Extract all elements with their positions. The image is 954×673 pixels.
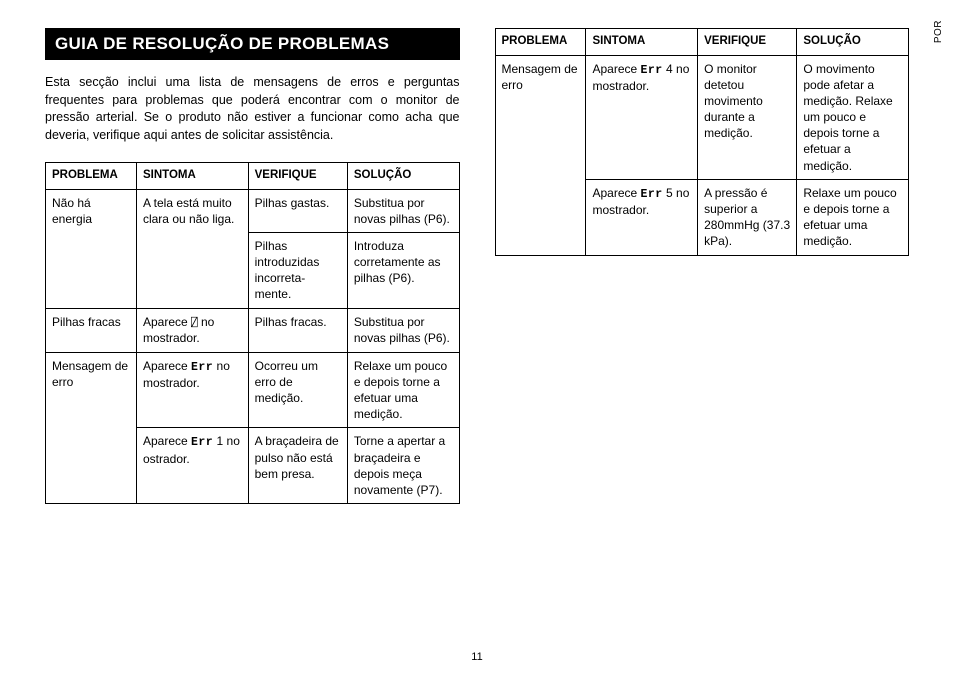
cell-verifique: Pilhas gastas.: [248, 189, 347, 232]
th-sintoma: SINTOMA: [136, 163, 248, 190]
cell-problema: Não há energia: [46, 189, 137, 308]
trouble-table-left: PROBLEMA SINTOMA VERIFIQUE SOLUÇÃO Não h…: [45, 162, 460, 504]
cell-sintoma: Aparece Err 5 no mostrador.: [586, 179, 698, 255]
cell-verifique: Pilhas fracas.: [248, 308, 347, 352]
table-header-row: PROBLEMA SINTOMA VERIFIQUE SOLUÇÃO: [495, 29, 909, 56]
cell-verifique: Ocorreu um erro de medição.: [248, 352, 347, 428]
right-column: PROBLEMA SINTOMA VERIFIQUE SOLUÇÃO Mensa…: [495, 28, 910, 504]
th-problema: PROBLEMA: [46, 163, 137, 190]
cell-verifique: A pressão é superior a 280mmHg (37.3 kPa…: [698, 179, 797, 255]
cell-solucao: Substitua por novas pilhas (P6).: [347, 189, 459, 232]
table-row: Mensagem de erro Aparece Err 4 no mostra…: [495, 55, 909, 179]
cell-solucao: Introduza corretamente as pilhas (P6).: [347, 232, 459, 308]
language-tab: POR: [933, 20, 944, 43]
cell-solucao: Relaxe um pouco e depois torne a efetuar…: [347, 352, 459, 428]
txt: Aparece: [592, 186, 640, 200]
err-icon: Err: [191, 436, 213, 449]
th-verifique: VERIFIQUE: [248, 163, 347, 190]
cell-sintoma: A tela está muito clara ou não liga.: [136, 189, 248, 308]
th-solucao: SOLUÇÃO: [347, 163, 459, 190]
page-number: 11: [471, 651, 482, 663]
txt: Aparece: [143, 315, 191, 329]
cell-sintoma: Aparece Err 1 no ostrador.: [136, 428, 248, 504]
left-column: GUIA DE RESOLUÇÃO DE PROBLEMAS Esta secç…: [45, 28, 460, 504]
cell-solucao: Substitua por novas pilhas (P6).: [347, 308, 459, 352]
table-row: Mensagem de erro Aparece Err no mostrado…: [46, 352, 460, 428]
txt: Aparece: [143, 434, 191, 448]
txt: Aparece: [592, 62, 640, 76]
cell-problema: Pilhas fracas: [46, 308, 137, 352]
cell-solucao: Torne a apertar a braçadeira e depois me…: [347, 428, 459, 504]
th-sintoma: SINTOMA: [586, 29, 698, 56]
section-title: GUIA DE RESOLUÇÃO DE PROBLEMAS: [45, 28, 460, 60]
table-row: Pilhas fracas Aparece ⍁ no mostrador. Pi…: [46, 308, 460, 352]
cell-solucao: O movimento pode afetar a medição. Relax…: [797, 55, 909, 179]
intro-text: Esta secção inclui uma lista de mensagen…: [45, 74, 460, 144]
table-row: Não há energia A tela está muito clara o…: [46, 189, 460, 232]
cell-problema: Mensagem de erro: [495, 55, 586, 255]
err-icon: Err: [191, 361, 213, 374]
th-problema: PROBLEMA: [495, 29, 586, 56]
cell-verifique: Pilhas introduzidas incorreta-mente.: [248, 232, 347, 308]
err-icon: Err: [641, 188, 663, 201]
table-header-row: PROBLEMA SINTOMA VERIFIQUE SOLUÇÃO: [46, 163, 460, 190]
battery-icon: ⍁: [191, 316, 198, 329]
trouble-table-right: PROBLEMA SINTOMA VERIFIQUE SOLUÇÃO Mensa…: [495, 28, 910, 256]
cell-verifique: O monitor detetou movimento durante a me…: [698, 55, 797, 179]
cell-verifique: A braçadeira de pulso não está bem presa…: [248, 428, 347, 504]
cell-sintoma: Aparece Err 4 no mostrador.: [586, 55, 698, 179]
cell-sintoma: Aparece ⍁ no mostrador.: [136, 308, 248, 352]
cell-sintoma: Aparece Err no mostrador.: [136, 352, 248, 428]
th-verifique: VERIFIQUE: [698, 29, 797, 56]
th-solucao: SOLUÇÃO: [797, 29, 909, 56]
cell-problema: Mensagem de erro: [46, 352, 137, 504]
cell-solucao: Relaxe um pouco e depois torne a efetuar…: [797, 179, 909, 255]
err-icon: Err: [641, 64, 663, 77]
page-body: GUIA DE RESOLUÇÃO DE PROBLEMAS Esta secç…: [0, 0, 954, 524]
txt: Aparece: [143, 359, 191, 373]
